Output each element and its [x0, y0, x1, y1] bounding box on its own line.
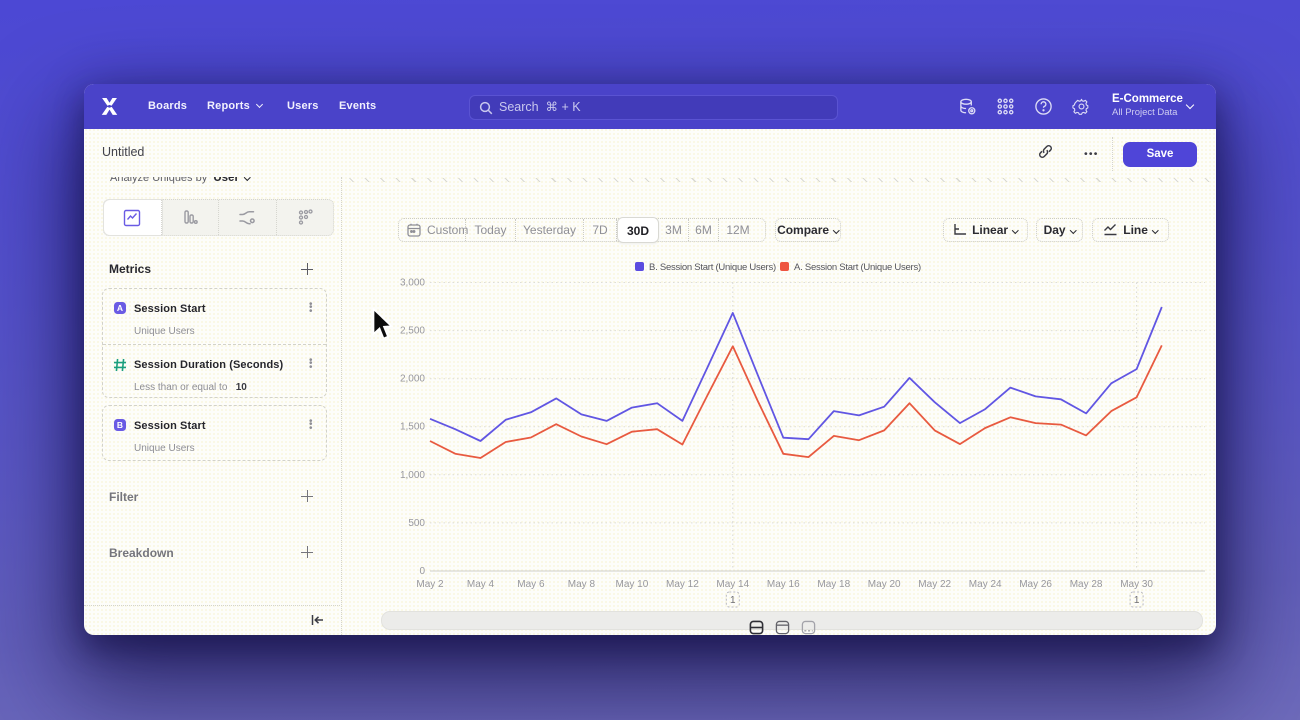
svg-text:May 10: May 10 [616, 579, 649, 590]
svg-text:May 20: May 20 [868, 579, 901, 590]
svg-text:1,000: 1,000 [400, 470, 425, 481]
svg-text:May 28: May 28 [1070, 579, 1103, 590]
svg-text:May 24: May 24 [969, 579, 1002, 590]
svg-text:May 6: May 6 [517, 579, 545, 590]
svg-text:1: 1 [730, 595, 736, 606]
svg-text:May 12: May 12 [666, 579, 699, 590]
svg-text:May 30: May 30 [1120, 579, 1153, 590]
svg-text:1: 1 [1134, 595, 1140, 606]
svg-text:500: 500 [408, 518, 425, 529]
svg-text:May 22: May 22 [918, 579, 951, 590]
svg-text:2,500: 2,500 [400, 326, 425, 337]
svg-text:3,000: 3,000 [400, 278, 425, 289]
svg-text:May 8: May 8 [568, 579, 596, 590]
svg-text:May 14: May 14 [716, 579, 749, 590]
svg-text:1,500: 1,500 [400, 422, 425, 433]
svg-text:2,000: 2,000 [400, 374, 425, 385]
svg-text:0: 0 [419, 566, 425, 577]
svg-text:May 18: May 18 [817, 579, 850, 590]
svg-text:May 2: May 2 [416, 579, 444, 590]
svg-text:May 4: May 4 [467, 579, 495, 590]
svg-text:May 26: May 26 [1019, 579, 1052, 590]
svg-text:May 16: May 16 [767, 579, 800, 590]
